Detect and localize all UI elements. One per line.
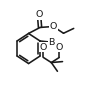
Text: B: B — [48, 38, 54, 47]
Text: O: O — [50, 22, 57, 31]
Text: O: O — [40, 43, 47, 52]
Text: O: O — [56, 43, 63, 52]
Text: O: O — [35, 10, 43, 19]
